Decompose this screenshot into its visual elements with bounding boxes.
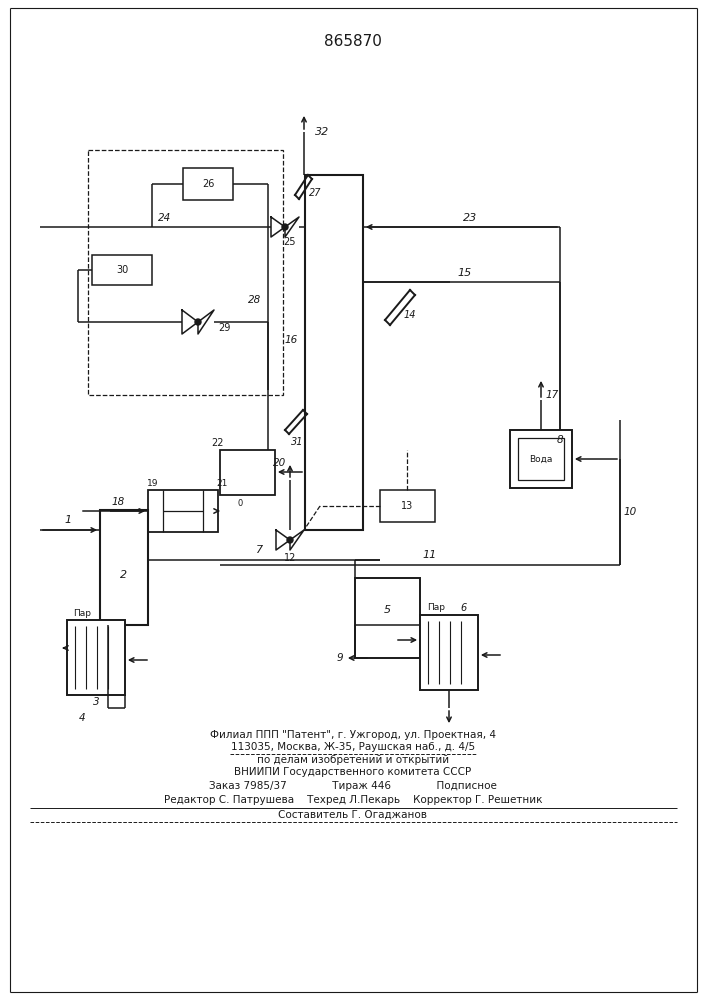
- Text: 16: 16: [284, 335, 298, 345]
- Text: 22: 22: [212, 438, 224, 448]
- Circle shape: [287, 537, 293, 543]
- Text: Пар: Пар: [427, 603, 445, 612]
- Text: 20: 20: [274, 458, 286, 468]
- Text: 9: 9: [337, 653, 344, 663]
- Text: 29: 29: [218, 323, 230, 333]
- Text: Филиал ППП "Патент", г. Ужгород, ул. Проектная, 4: Филиал ППП "Патент", г. Ужгород, ул. Про…: [210, 730, 496, 740]
- Bar: [420, 615, 478, 690]
- Text: 7: 7: [257, 545, 264, 555]
- Bar: [100, 510, 148, 625]
- Text: 18: 18: [112, 497, 124, 507]
- Text: 32: 32: [315, 127, 329, 137]
- Text: 14: 14: [404, 310, 416, 320]
- Bar: [355, 578, 420, 658]
- Circle shape: [195, 319, 201, 325]
- Text: 113035, Москва, Ж-35, Раушская наб., д. 4/5: 113035, Москва, Ж-35, Раушская наб., д. …: [231, 742, 475, 752]
- Text: 5: 5: [383, 605, 390, 615]
- Text: 11: 11: [423, 550, 437, 560]
- Text: Заказ 7985/37              Тираж 446              Подписное: Заказ 7985/37 Тираж 446 Подписное: [209, 781, 497, 791]
- Bar: [92, 255, 152, 285]
- Text: 10: 10: [624, 507, 636, 517]
- Text: 4: 4: [78, 713, 86, 723]
- Text: Вода: Вода: [530, 454, 553, 464]
- Text: 25: 25: [284, 237, 296, 247]
- Circle shape: [282, 224, 288, 230]
- Text: Пар: Пар: [73, 608, 91, 617]
- Bar: [518, 438, 564, 480]
- Text: 30: 30: [116, 265, 128, 275]
- Text: ВНИИПИ Государственного комитета СССР: ВНИИПИ Государственного комитета СССР: [235, 767, 472, 777]
- Text: Редактор С. Патрушева    Техред Л.Пекарь    Корректор Г. Решетник: Редактор С. Патрушева Техред Л.Пекарь Ко…: [164, 795, 542, 805]
- Text: 12: 12: [284, 553, 296, 563]
- Text: по делам изобретений и открытий: по делам изобретений и открытий: [257, 755, 449, 765]
- Text: 3: 3: [93, 697, 99, 707]
- Text: 1: 1: [64, 515, 71, 525]
- Text: 27: 27: [309, 188, 321, 198]
- Text: 15: 15: [458, 268, 472, 278]
- Bar: [380, 490, 435, 522]
- Bar: [88, 150, 283, 395]
- Text: 2: 2: [120, 570, 127, 580]
- Text: 24: 24: [158, 213, 172, 223]
- Text: Составитель Г. Огаджанов: Составитель Г. Огаджанов: [279, 810, 428, 820]
- Text: 8: 8: [556, 435, 563, 445]
- Text: 865870: 865870: [324, 34, 382, 49]
- Bar: [183, 168, 233, 200]
- Text: 23: 23: [463, 213, 477, 223]
- Text: 13: 13: [401, 501, 413, 511]
- Text: 6: 6: [461, 603, 467, 613]
- Bar: [148, 490, 218, 532]
- Text: 19: 19: [147, 480, 159, 488]
- Bar: [305, 175, 363, 530]
- Text: 0: 0: [238, 499, 243, 508]
- Text: 28: 28: [248, 295, 262, 305]
- Text: 31: 31: [291, 437, 303, 447]
- Text: 21: 21: [216, 480, 228, 488]
- Bar: [67, 620, 125, 695]
- Bar: [220, 450, 275, 495]
- Text: 17: 17: [545, 390, 559, 400]
- Text: 26: 26: [201, 179, 214, 189]
- Bar: [510, 430, 572, 488]
